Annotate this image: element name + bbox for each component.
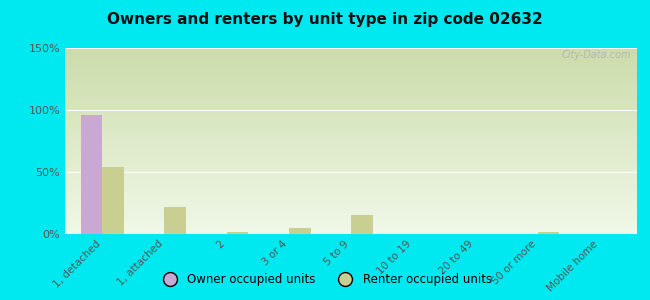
Bar (538, 232, 559, 234)
Text: Owners and renters by unit type in zip code 02632: Owners and renters by unit type in zip c… (107, 12, 543, 27)
Bar (102, 167, 124, 234)
Bar (351, 215, 372, 234)
Legend: Owner occupied units, Renter occupied units: Owner occupied units, Renter occupied un… (153, 269, 497, 291)
Text: City-Data.com: City-Data.com (562, 50, 631, 60)
Bar (227, 232, 248, 234)
Bar (81, 115, 102, 234)
Bar (289, 228, 311, 234)
Bar (164, 207, 187, 234)
